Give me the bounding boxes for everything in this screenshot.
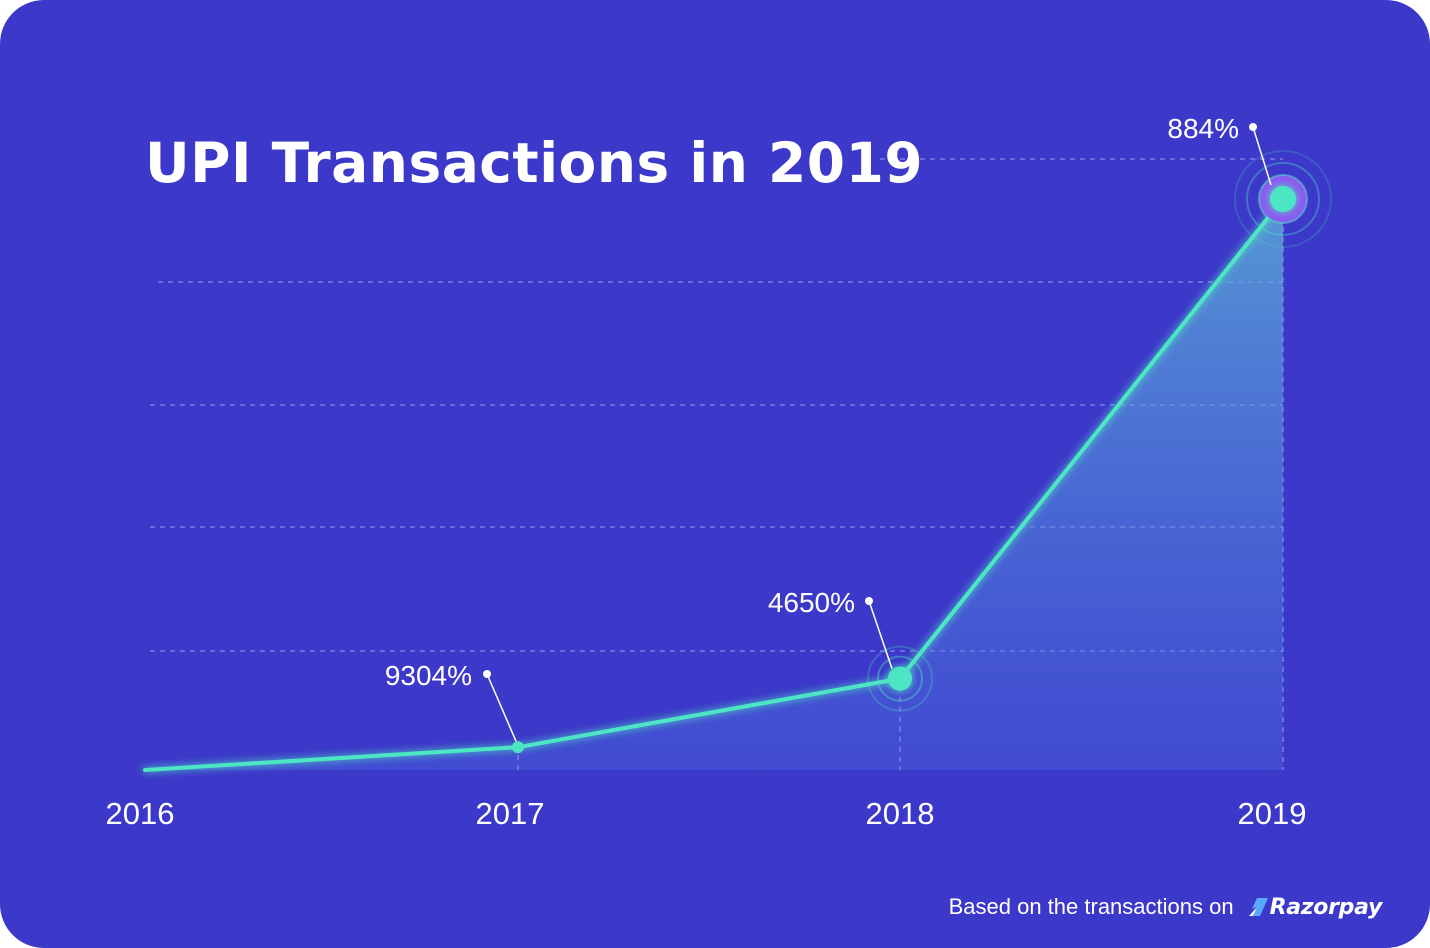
leader-dot-2017: [483, 670, 491, 678]
area-layer: [145, 199, 1283, 770]
series-area: [145, 199, 1283, 770]
leader-line-2018: [868, 600, 893, 669]
brand-name: Razorpay: [1269, 894, 1383, 920]
leader-line-2019: [1252, 126, 1272, 186]
vertical-guides: [517, 207, 1284, 770]
series-line: [143, 197, 1285, 772]
data-label-2017: 9304%: [385, 660, 472, 691]
footer: Based on the transactions on Razorpay: [948, 892, 1383, 922]
leader-dot-2018: [865, 597, 873, 605]
x-tick-2019: 2019: [1238, 796, 1307, 831]
leader-dot-2019: [1249, 123, 1257, 131]
data-label-2018: 4650%: [768, 587, 855, 618]
data-point-2018: [888, 666, 912, 691]
data-point-2018-ring: [877, 655, 923, 702]
data-point-2017: [512, 741, 524, 754]
x-tick-2018: 2018: [866, 796, 935, 831]
x-tick-2017: 2017: [476, 796, 545, 831]
data-labels: 9304% 4650% 884%: [385, 113, 1272, 742]
data-point-2019-ring-outer: [1246, 162, 1320, 236]
x-axis-ticks: 2016 2017 2018 2019: [106, 796, 1307, 831]
footer-text: Based on the transactions on: [948, 894, 1234, 919]
data-label-2019: 884%: [1167, 113, 1239, 144]
data-point-2018-halo: [867, 645, 933, 712]
markers: [512, 150, 1332, 754]
chart-title: UPI Transactions in 2019: [145, 131, 923, 195]
brand[interactable]: Razorpay: [1248, 895, 1382, 920]
razorpay-logo-icon: [1248, 898, 1268, 916]
leader-line-2017: [486, 673, 517, 742]
x-tick-2016: 2016: [106, 796, 175, 831]
data-point-2019: [1270, 186, 1296, 212]
data-point-2019-halo: [1234, 150, 1332, 248]
line-layer: [143, 197, 1285, 772]
